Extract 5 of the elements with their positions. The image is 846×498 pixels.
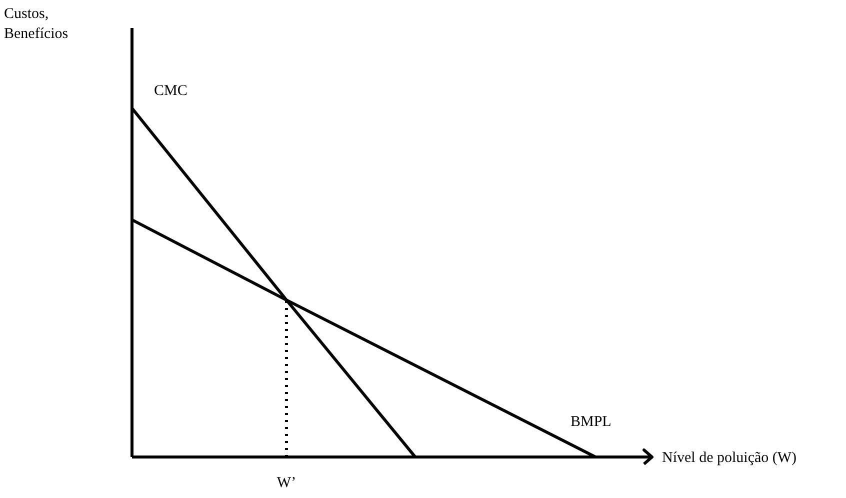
- text: W’: [276, 475, 296, 491]
- series-label: CMC: [154, 83, 188, 100]
- x-axis-title: Nível de poluição (W): [662, 450, 797, 466]
- series-label: BMPL: [570, 414, 612, 430]
- text: Custos, Benefícios: [4, 6, 68, 42]
